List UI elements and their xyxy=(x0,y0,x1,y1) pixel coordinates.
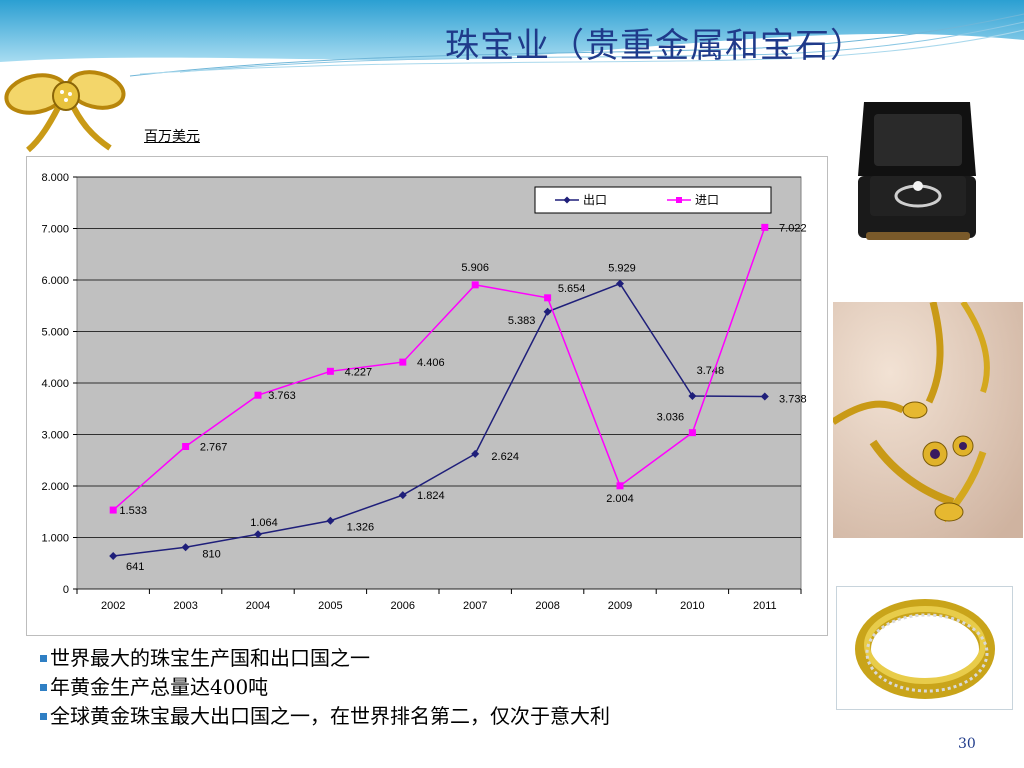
x-tick-label: 2006 xyxy=(391,600,415,612)
series-line-export xyxy=(113,282,765,557)
data-label: 2.767 xyxy=(200,441,228,453)
data-label: 4.227 xyxy=(345,366,373,378)
y-tick-label: 0 xyxy=(63,584,69,596)
data-label: 4.406 xyxy=(417,357,445,369)
export-point xyxy=(109,551,118,560)
import-point xyxy=(688,429,696,437)
export-point xyxy=(471,449,480,458)
data-label: 810 xyxy=(202,548,220,560)
bullet-text: 世界最大的珠宝生产国和出口国之一 xyxy=(50,646,370,670)
y-tick-label: 5.000 xyxy=(41,327,69,339)
y-tick-label: 4.000 xyxy=(41,378,69,390)
bullet-list: 世界最大的珠宝生产国和出口国之一 年黄金生产总量达400吨 全球黄金珠宝最大出口… xyxy=(40,644,610,731)
page-number: 30 xyxy=(958,736,976,752)
legend-swatch-marker xyxy=(676,197,682,203)
x-tick-label: 2011 xyxy=(753,600,777,612)
bullet-item: 年黄金生产总量达400吨 xyxy=(40,673,610,702)
data-label: 3.738 xyxy=(779,393,807,405)
data-label: 3.748 xyxy=(697,365,725,377)
line-chart: 0 1.000 2.000 3.000 4.000 5.000 6.000 7.000 8.00… xyxy=(26,156,828,636)
data-label: 1.533 xyxy=(119,505,147,517)
bullet-item: 全球黄金珠宝最大出口国之一，在世界排名第二，仅次于意大利 xyxy=(40,702,610,731)
header-wave-decoration xyxy=(0,0,1024,77)
x-tick-label: 2010 xyxy=(680,600,704,612)
export-point xyxy=(181,543,190,552)
import-point xyxy=(109,506,117,514)
bullet-item: 世界最大的珠宝生产国和出口国之一 xyxy=(40,644,610,673)
gold-ring-photo xyxy=(836,586,1013,710)
y-tick-label: 1.000 xyxy=(41,533,69,545)
data-label: 1.824 xyxy=(417,490,445,502)
data-label: 3.036 xyxy=(657,412,685,424)
y-tick-label: 8.000 xyxy=(41,172,69,184)
import-point xyxy=(254,391,262,399)
data-label: 1.326 xyxy=(347,522,375,534)
x-tick-label: 2003 xyxy=(173,600,197,612)
import-point xyxy=(399,358,407,366)
data-label: 1.064 xyxy=(250,517,278,529)
legend-label: 进口 xyxy=(695,193,719,207)
x-tick-label: 2009 xyxy=(608,600,632,612)
data-label: 5.906 xyxy=(461,262,489,274)
chart-unit-label: 百万美元 xyxy=(144,129,200,145)
ring-box-photo xyxy=(836,84,1006,256)
bullet-marker xyxy=(40,684,47,691)
y-tick-label: 2.000 xyxy=(41,481,69,493)
import-point xyxy=(471,281,479,289)
export-point xyxy=(688,391,697,400)
legend-swatch-marker xyxy=(563,196,571,204)
chart-canvas: 0 1.000 2.000 3.000 4.000 5.000 6.000 7.000 8.00… xyxy=(41,172,807,612)
y-tick-label: 7.000 xyxy=(41,224,69,236)
bullet-marker xyxy=(40,655,47,662)
gold-bow-image xyxy=(4,70,126,153)
x-tick-label: 2005 xyxy=(318,600,342,612)
data-label: 2.004 xyxy=(606,493,634,505)
import-point xyxy=(616,482,624,490)
import-point xyxy=(326,367,334,375)
data-label: 641 xyxy=(126,561,144,573)
export-point xyxy=(760,392,769,401)
bullet-text: 全球黄金珠宝最大出口国之一，在世界排名第二，仅次于意大利 xyxy=(50,704,610,728)
data-label: 5.654 xyxy=(558,283,586,295)
data-label: 7.022 xyxy=(779,222,807,234)
export-point xyxy=(326,516,335,525)
data-label: 3.763 xyxy=(268,390,296,402)
x-tick-label: 2008 xyxy=(535,600,559,612)
data-label: 2.624 xyxy=(491,451,519,463)
slide-title: 珠宝业（贵重金属和宝石） xyxy=(445,26,865,66)
legend-label: 出口 xyxy=(583,193,607,207)
export-point xyxy=(254,530,262,539)
data-label: 5.383 xyxy=(508,315,536,327)
data-label: 5.929 xyxy=(608,263,636,275)
x-tick-label: 2004 xyxy=(246,600,270,612)
import-point xyxy=(544,294,552,302)
export-point xyxy=(543,307,552,316)
series-line-import xyxy=(112,227,766,511)
export-point xyxy=(616,279,624,288)
import-point xyxy=(182,442,190,450)
bullet-marker xyxy=(40,713,47,720)
x-tick-label: 2002 xyxy=(101,600,125,612)
y-tick-label: 6.000 xyxy=(41,275,69,287)
y-tick-label: 3.000 xyxy=(41,430,69,442)
import-point xyxy=(761,223,769,231)
bullet-text: 年黄金生产总量达400吨 xyxy=(50,675,269,699)
x-tick-label: 2007 xyxy=(463,600,487,612)
export-point xyxy=(398,491,407,500)
gold-necklace-photo xyxy=(833,302,1023,538)
